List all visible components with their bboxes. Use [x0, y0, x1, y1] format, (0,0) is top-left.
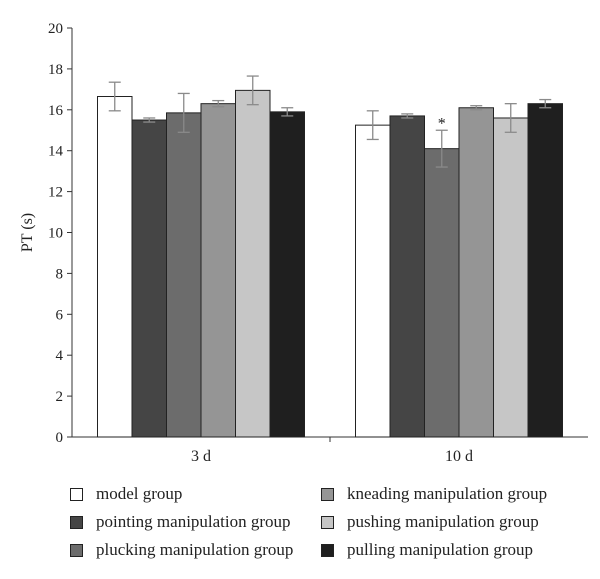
legend-swatch [321, 487, 334, 501]
bar [493, 117, 529, 438]
y-tick-label: 6 [56, 307, 64, 323]
y-tick-label: 2 [56, 389, 64, 405]
legend-swatch [70, 515, 83, 529]
legend-item: model group [70, 484, 321, 504]
bar [389, 115, 425, 438]
y-tick-label: 18 [48, 62, 63, 78]
x-category-label: 10 d [445, 448, 473, 465]
bar [235, 89, 271, 438]
bar [269, 111, 305, 438]
bar [458, 107, 494, 438]
chart-bars [97, 89, 563, 438]
legend-label: pushing manipulation group [347, 512, 539, 531]
y-tick-label: 12 [48, 185, 63, 201]
legend-label: pointing manipulation group [96, 512, 291, 531]
legend-label: kneading manipulation group [347, 484, 548, 503]
pt-bar-chart: 0 2 4 6 8 10 12 14 16 18 20 PT (s) 3 d 10 d * [19, 21, 588, 465]
legend-label: pulling manipulation group [347, 540, 534, 559]
bar [527, 103, 563, 438]
bar [424, 148, 460, 438]
y-tick-label: 8 [56, 266, 64, 282]
legend-item: pushing manipulation group [321, 512, 590, 532]
chart-labels: 0 2 4 6 8 10 12 14 16 18 20 PT (s) 3 d 10 d * [19, 21, 473, 465]
legend-label: plucking manipulation group [96, 540, 294, 559]
bar [97, 96, 133, 438]
y-axis-title: PT (s) [19, 213, 36, 252]
y-tick-label: 14 [48, 144, 64, 160]
chart-legend: model group kneading manipulation group po… [70, 484, 590, 560]
y-tick-label: 10 [48, 226, 63, 242]
bar [166, 112, 202, 438]
legend-item: kneading manipulation group [321, 484, 590, 504]
legend-item: plucking manipulation group [70, 540, 321, 560]
legend-label: model group [96, 484, 183, 503]
legend-swatch [70, 487, 83, 501]
x-category-label: 3 d [191, 448, 211, 465]
legend-swatch [321, 515, 334, 529]
legend-swatch [70, 543, 83, 557]
y-tick-label: 4 [56, 348, 64, 364]
bar [131, 119, 167, 438]
legend-item: pulling manipulation group [321, 540, 590, 560]
bar [355, 124, 391, 438]
y-tick-label: 0 [56, 430, 64, 446]
chart-error-bars [108, 75, 552, 168]
legend-item: pointing manipulation group [70, 512, 321, 532]
y-tick-label: 20 [48, 21, 63, 37]
significance-marker: * [438, 115, 446, 132]
legend-swatch [321, 543, 334, 557]
bar [200, 103, 236, 438]
y-tick-label: 16 [48, 103, 64, 119]
